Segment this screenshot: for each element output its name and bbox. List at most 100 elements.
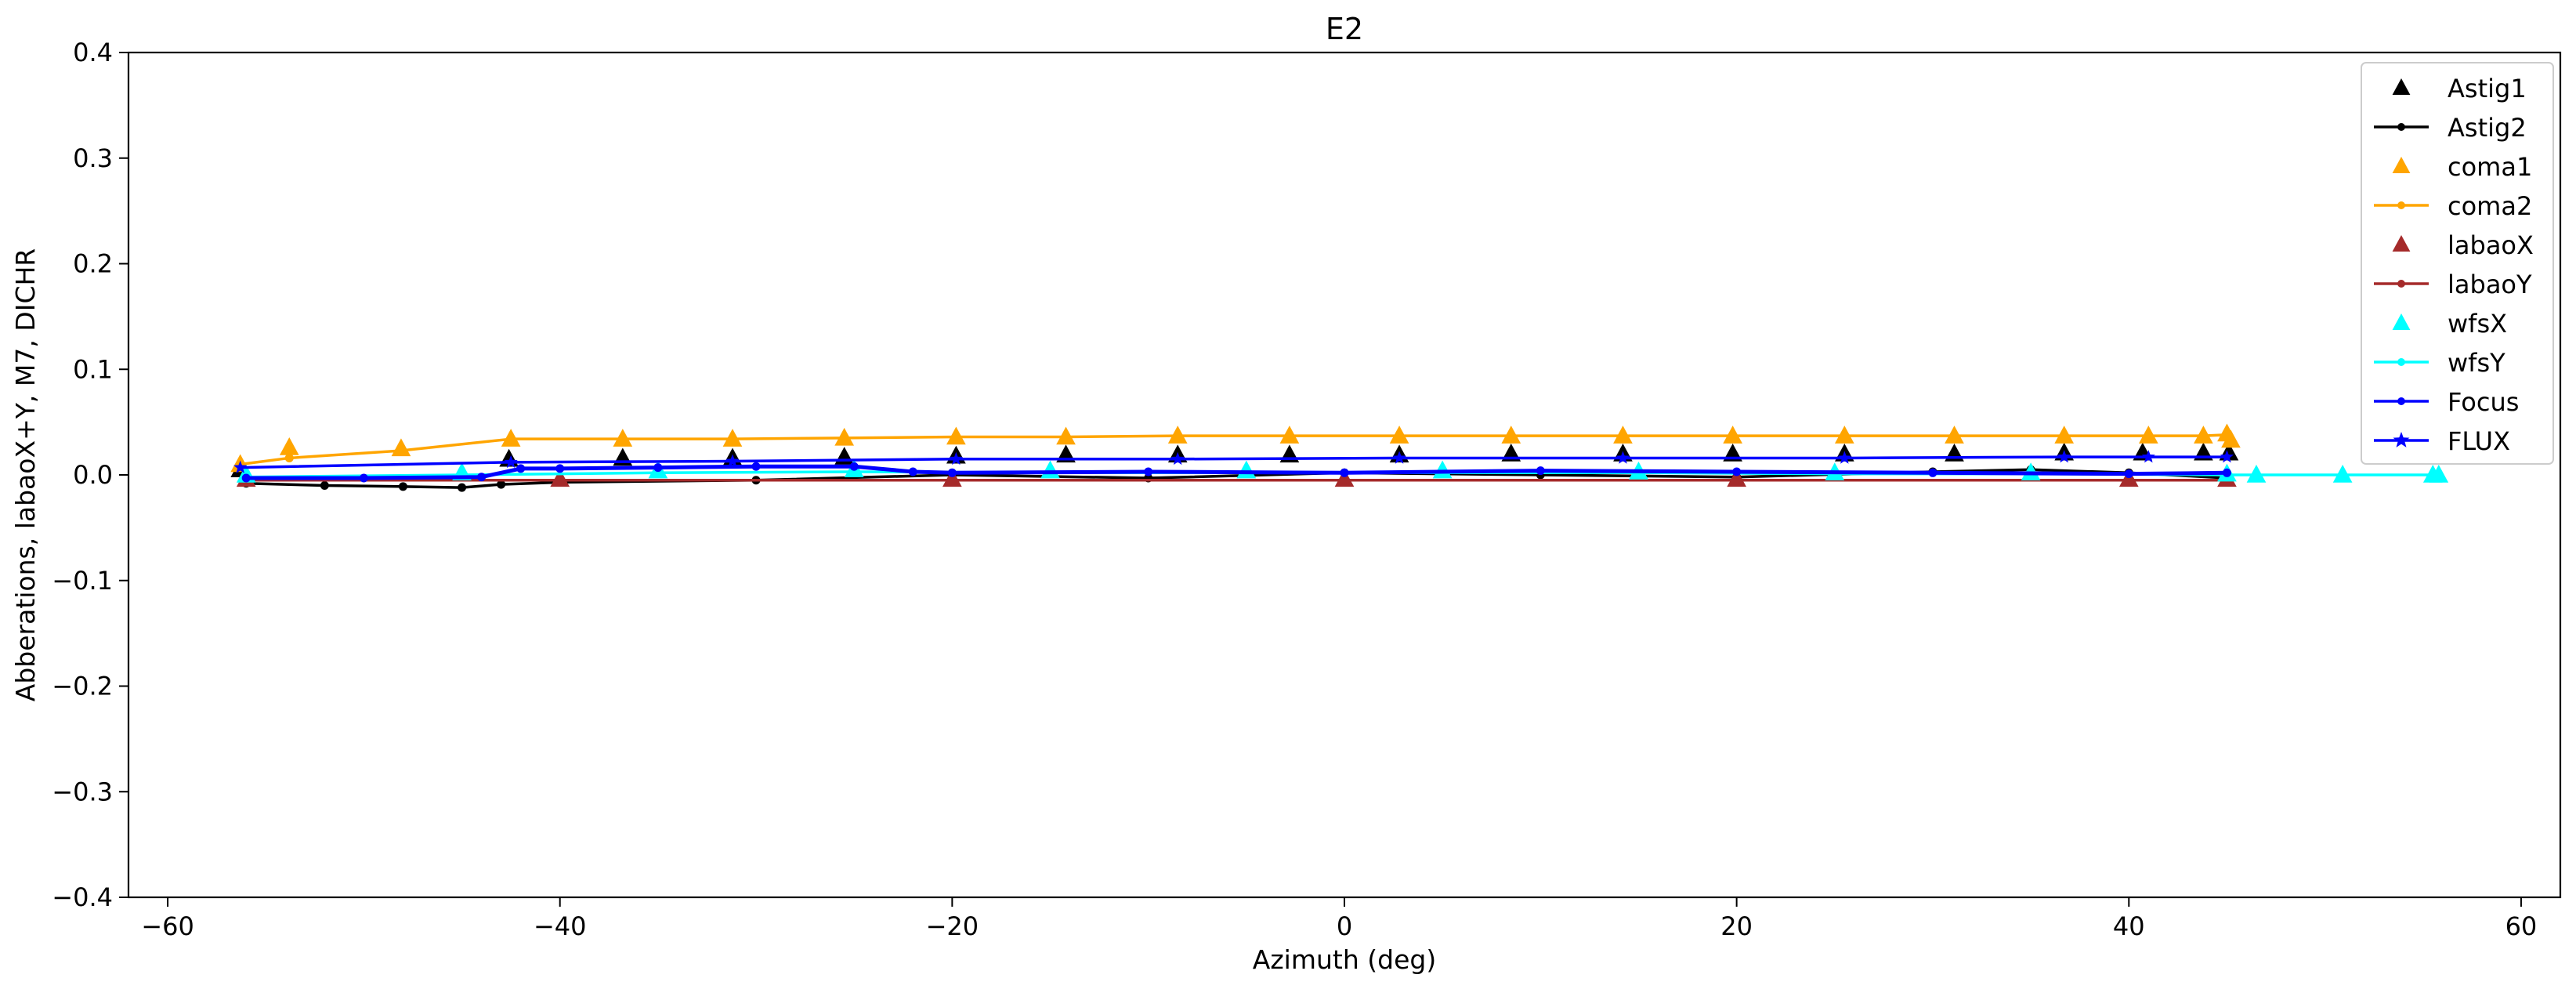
legend-marker <box>2392 78 2411 95</box>
legend-item-coma2: coma2 <box>2374 191 2532 221</box>
data-point <box>1732 467 1742 476</box>
data-point <box>233 460 248 473</box>
data-point <box>1395 431 1404 440</box>
data-point <box>1950 431 1959 440</box>
series-layer <box>230 423 2449 492</box>
data-point <box>725 454 740 467</box>
legend-item-wfsy: wfsY <box>2374 348 2505 378</box>
x-tick-label: 20 <box>1720 911 1753 941</box>
data-point <box>849 462 859 471</box>
data-point <box>1392 451 1406 464</box>
legend-marker <box>2392 235 2411 252</box>
data-point <box>751 462 761 471</box>
y-tick-label: −0.1 <box>52 566 113 596</box>
data-point <box>320 480 329 490</box>
legend-marker <box>2392 157 2411 173</box>
data-point <box>2434 470 2444 480</box>
data-point <box>949 451 963 466</box>
data-point <box>1536 466 1545 476</box>
y-tick-label: −0.3 <box>52 777 113 806</box>
data-point <box>728 434 737 444</box>
data-point <box>516 464 526 473</box>
legend-label: coma1 <box>2448 152 2532 182</box>
data-point <box>1507 431 1516 440</box>
plot-frame <box>127 51 2562 899</box>
data-point <box>2221 429 2241 448</box>
data-point <box>1340 476 1349 485</box>
x-axis-ticks: −60 −40 −20 0 20 40 60 <box>141 897 2537 941</box>
data-point <box>497 480 506 489</box>
x-axis-label: Azimuth (deg) <box>1253 944 1436 975</box>
data-point <box>1840 431 1849 440</box>
data-point <box>458 483 467 492</box>
x-tick-label: −60 <box>141 911 194 941</box>
data-point <box>1732 476 1742 485</box>
legend-item-focus: Focus <box>2374 387 2519 417</box>
data-point <box>2124 469 2133 479</box>
series-focus <box>241 462 2231 483</box>
y-tick-label: 0.0 <box>73 460 113 490</box>
legend-label: labaoY <box>2448 270 2532 299</box>
legend-label: coma2 <box>2448 191 2532 221</box>
data-point <box>1618 431 1627 440</box>
legend-label: Focus <box>2448 387 2519 417</box>
x-tick-label: 40 <box>2113 911 2145 941</box>
data-point <box>398 482 407 491</box>
data-point <box>396 446 406 455</box>
legend-marker <box>2397 397 2405 405</box>
data-point <box>1285 431 1294 440</box>
y-tick-label: 0.2 <box>73 249 113 279</box>
x-tick-label: 0 <box>1337 911 1352 941</box>
data-point <box>1170 451 1185 466</box>
y-tick-label: 0.4 <box>73 38 113 67</box>
data-point <box>2222 430 2231 440</box>
legend-marker <box>2397 123 2405 131</box>
data-point <box>1144 467 1153 476</box>
data-point <box>241 473 251 483</box>
data-point <box>555 464 565 473</box>
data-point <box>2222 468 2231 477</box>
y-axis-label: Abberations, labaoX+Y, M7, DICHR <box>10 248 41 701</box>
y-tick-label: 0.3 <box>73 143 113 173</box>
data-point <box>1062 432 1071 441</box>
x-tick-label: 60 <box>2505 911 2538 941</box>
legend-item-astig2: Astig2 <box>2374 113 2527 143</box>
data-point <box>618 434 628 444</box>
legend-label: Astig2 <box>2448 113 2527 143</box>
legend-item-labaoy: labaoY <box>2374 270 2532 299</box>
legend-item-flux: FLUX <box>2374 426 2510 456</box>
legend-label: wfsY <box>2448 348 2505 378</box>
data-point <box>359 473 368 483</box>
data-point <box>2198 431 2208 440</box>
data-point <box>2124 476 2133 485</box>
data-point <box>2141 450 2155 463</box>
legend-label: wfsX <box>2448 309 2507 339</box>
legend-marker <box>2397 201 2405 209</box>
data-point <box>1173 431 1182 440</box>
data-point <box>947 476 957 485</box>
y-tick-label: −0.2 <box>52 672 113 701</box>
data-point <box>1928 468 1937 477</box>
data-point <box>1340 468 1349 477</box>
series-flux <box>233 450 2234 473</box>
x-tick-label: −40 <box>534 911 587 941</box>
data-point <box>284 453 294 462</box>
y-axis-ticks: 0.4 0.3 0.2 0.1 0.0 −0.1 −0.2 −0.3 −0.4 <box>52 38 128 912</box>
data-point <box>2057 450 2071 463</box>
legend-marker <box>2397 358 2405 366</box>
data-point <box>1728 431 1738 440</box>
legend-item-coma1: coma1 <box>2392 152 2532 182</box>
data-point <box>653 463 663 473</box>
data-point <box>840 433 849 443</box>
data-point <box>2220 450 2234 463</box>
series-coma2 <box>236 430 2231 469</box>
data-point <box>1615 451 1630 464</box>
legend-box <box>2361 62 2554 465</box>
legend-item-astig1: Astig1 <box>2392 74 2527 103</box>
legend: Astig1 Astig2 coma1 coma2 labaoX labaoY wfsX wf… <box>2361 62 2554 465</box>
data-point <box>2338 470 2347 480</box>
data-point <box>477 473 487 482</box>
legend-marker <box>2397 280 2405 288</box>
